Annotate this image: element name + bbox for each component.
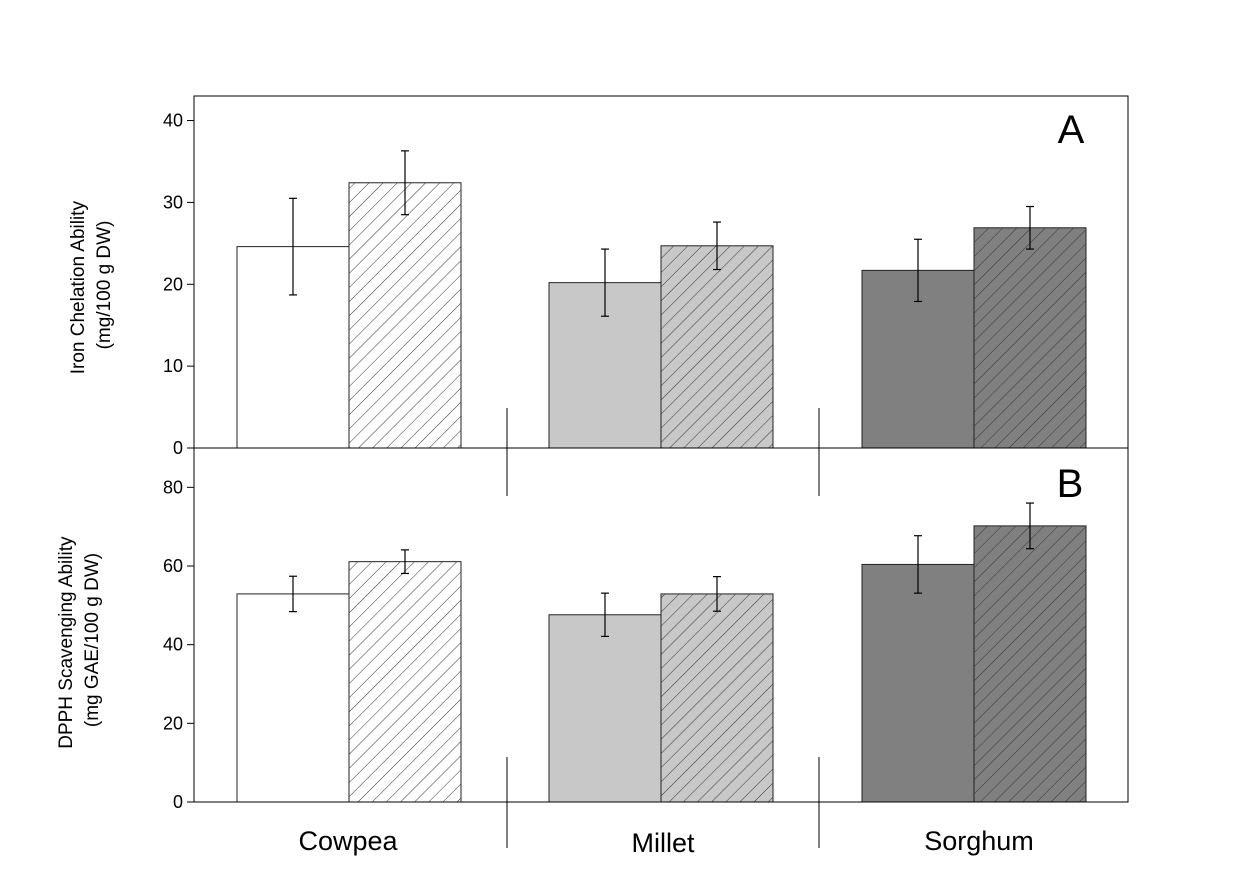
bar-hatch-b-1: [349, 561, 461, 802]
y-tick-label-b-0: 0: [173, 792, 183, 812]
y-tick-label-a-0: 0: [173, 438, 183, 458]
y-tick-label-a-2: 20: [163, 274, 183, 294]
y-tick-label-a-3: 30: [163, 192, 183, 212]
panel-letter-a: A: [1058, 108, 1085, 152]
y-tick-label-b-1: 20: [163, 713, 183, 733]
y-tick-label-a-4: 40: [163, 111, 183, 131]
y-tick-label-b-2: 40: [163, 635, 183, 655]
bar-hatch-a-3: [661, 245, 773, 448]
category-label-cowpea: Cowpea: [298, 826, 398, 856]
y-axis-label-panel-a: Iron Chelation Ability (mg/100 g DW): [68, 196, 115, 375]
bar-b-4: [861, 563, 975, 803]
y-tick-label-a-1: 10: [163, 356, 183, 376]
category-label-millet: Millet: [631, 828, 695, 858]
bar-b-2: [548, 614, 662, 803]
bar-hatch-a-1: [349, 182, 461, 448]
bar-b-0: [236, 593, 350, 803]
bar-hatch-a-5: [974, 227, 1086, 448]
panel-letter-b: B: [1057, 462, 1084, 506]
bar-hatch-b-5: [974, 525, 1086, 802]
plot-frame: [193, 95, 1129, 803]
y-axis-label-panel-b: DPPH Scavenging Ability (mg GAE/100 g DW…: [56, 531, 103, 749]
y-tick-label-b-3: 60: [163, 556, 183, 576]
bar-hatch-b-3: [661, 593, 773, 802]
category-label-sorghum: Sorghum: [924, 826, 1034, 856]
y-tick-label-b-4: 80: [163, 477, 183, 497]
